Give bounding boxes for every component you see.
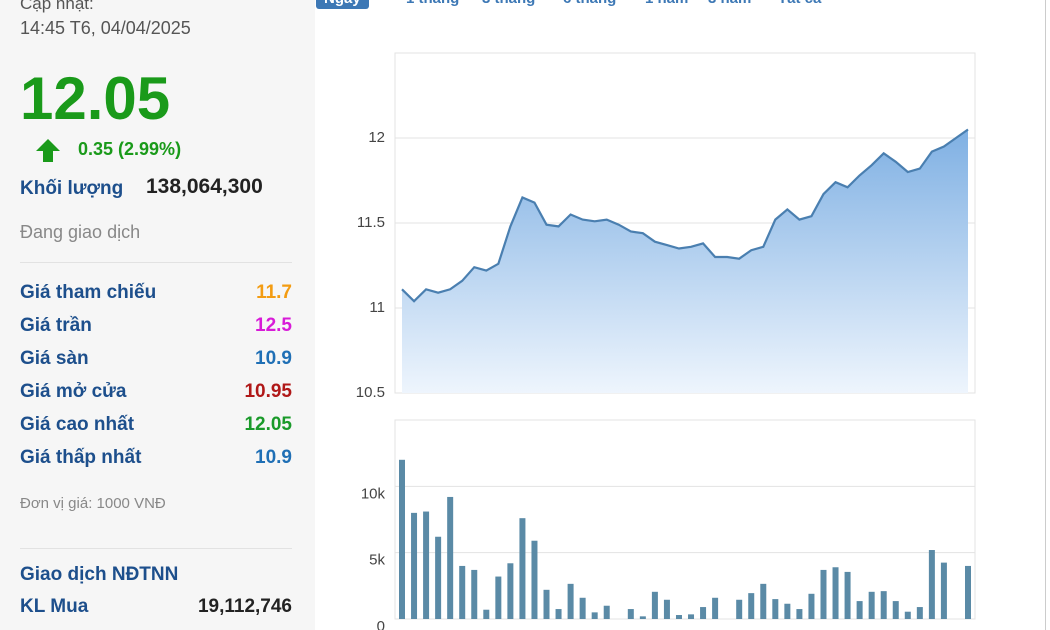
range-tab[interactable]: Ngày bbox=[316, 0, 369, 9]
price: 12.05 bbox=[20, 65, 171, 132]
volume-bar bbox=[639, 616, 646, 619]
y-tick-label: 11 bbox=[369, 299, 385, 316]
foreign-label: KL Mua bbox=[20, 596, 89, 617]
volume-bar bbox=[832, 567, 839, 619]
volume-bar bbox=[447, 496, 454, 619]
updated-label: Cập nhật: bbox=[20, 0, 94, 13]
y-tick-label: 11.5 bbox=[357, 214, 385, 231]
y-tick-label: 10k bbox=[361, 485, 386, 502]
volume-bar bbox=[579, 597, 586, 619]
volume-bar bbox=[916, 607, 923, 619]
volume-bar bbox=[459, 565, 466, 619]
volume: 138,064,300 bbox=[146, 175, 263, 198]
unit-note: Đơn vị giá: 1000 VNĐ bbox=[20, 495, 166, 512]
volume-bar bbox=[808, 593, 815, 619]
volume-bar bbox=[507, 563, 514, 619]
y-tick-label: 12 bbox=[368, 129, 385, 146]
volume-bar bbox=[495, 576, 502, 619]
volume-bar bbox=[940, 562, 947, 619]
range-tab[interactable]: 1 năm bbox=[637, 0, 696, 9]
status: Đang giao dịch bbox=[20, 222, 141, 242]
y-tick-label: 5k bbox=[369, 552, 385, 569]
price-value: 12.05 bbox=[244, 414, 292, 435]
volume-bar bbox=[531, 540, 538, 619]
border bbox=[1045, 0, 1046, 630]
range-tab[interactable]: 3 tháng bbox=[474, 0, 543, 9]
volume-label: Khối lượng bbox=[20, 178, 124, 199]
range-tab[interactable]: Tất cả bbox=[770, 0, 829, 9]
volume-bar bbox=[880, 591, 887, 619]
volume-bar bbox=[856, 601, 863, 619]
foreign-title: Giao dịch NĐTNN bbox=[20, 564, 179, 585]
price-value: 10.95 bbox=[244, 381, 292, 402]
volume-bar bbox=[772, 599, 779, 619]
range-tab[interactable]: 3 năm bbox=[700, 0, 759, 9]
volume-bar bbox=[399, 459, 405, 619]
volume-bar bbox=[603, 605, 610, 619]
volume-bar bbox=[688, 614, 695, 619]
volume-bar bbox=[627, 609, 634, 619]
volume-bar bbox=[712, 597, 719, 619]
volume-bar bbox=[700, 607, 707, 619]
price-label: Giá thấp nhất bbox=[20, 447, 142, 468]
volume-bar bbox=[471, 569, 478, 619]
volume-bar bbox=[423, 511, 430, 619]
volume-bar bbox=[435, 536, 442, 619]
quote-panel: Cập nhật: 14:45 T6, 04/04/2025 12.05 0.3… bbox=[0, 0, 315, 630]
volume-bar bbox=[796, 609, 803, 619]
separator bbox=[20, 548, 292, 549]
price-line bbox=[401, 128, 969, 303]
volume-bar bbox=[411, 512, 418, 619]
range-tab[interactable]: 6 tháng bbox=[555, 0, 624, 9]
volume-bar bbox=[904, 611, 911, 619]
price-value: 10.9 bbox=[255, 348, 292, 369]
volume-bar bbox=[868, 591, 875, 619]
price-label: Giá cao nhất bbox=[20, 414, 135, 435]
price-value: 11.7 bbox=[256, 282, 292, 303]
volume-bar bbox=[483, 609, 490, 619]
volume-bar bbox=[543, 589, 550, 619]
price-label: Giá mở cửa bbox=[20, 381, 127, 402]
price-area bbox=[402, 129, 968, 393]
volume-bar bbox=[663, 599, 670, 619]
volume-bar bbox=[760, 583, 767, 619]
volume-bar bbox=[928, 550, 935, 619]
price-value: 10.9 bbox=[255, 447, 292, 468]
volume-bar bbox=[844, 571, 851, 619]
volume-bar bbox=[748, 593, 755, 619]
range-tab[interactable]: 1 tháng bbox=[398, 0, 467, 9]
volume-bar bbox=[820, 569, 827, 619]
price-change: 0.35 (2.99%) bbox=[78, 139, 182, 159]
volume-bar bbox=[519, 518, 526, 619]
separator bbox=[20, 262, 292, 263]
price-label: Giá sàn bbox=[20, 348, 89, 369]
plot-frame bbox=[394, 419, 976, 620]
volume-bar bbox=[736, 599, 743, 619]
price-label: Giá trần bbox=[20, 315, 92, 336]
volume-bar bbox=[567, 583, 574, 619]
volume-bar bbox=[965, 565, 971, 619]
volume-bar bbox=[591, 612, 598, 619]
volume-bar bbox=[675, 615, 682, 619]
volume-bar bbox=[892, 601, 899, 619]
foreign-value: 19,112,746 bbox=[197, 596, 292, 617]
up-arrow bbox=[36, 139, 60, 162]
y-tick-label: 10.5 bbox=[356, 384, 385, 401]
price-label: Giá tham chiếu bbox=[20, 282, 157, 303]
updated-time: 14:45 T6, 04/04/2025 bbox=[20, 18, 191, 38]
volume-bar bbox=[651, 591, 658, 619]
y-tick-label: 0 bbox=[377, 618, 385, 630]
volume-bar bbox=[784, 603, 791, 619]
volume-bar bbox=[555, 609, 562, 619]
price-value: 12.5 bbox=[255, 315, 292, 336]
